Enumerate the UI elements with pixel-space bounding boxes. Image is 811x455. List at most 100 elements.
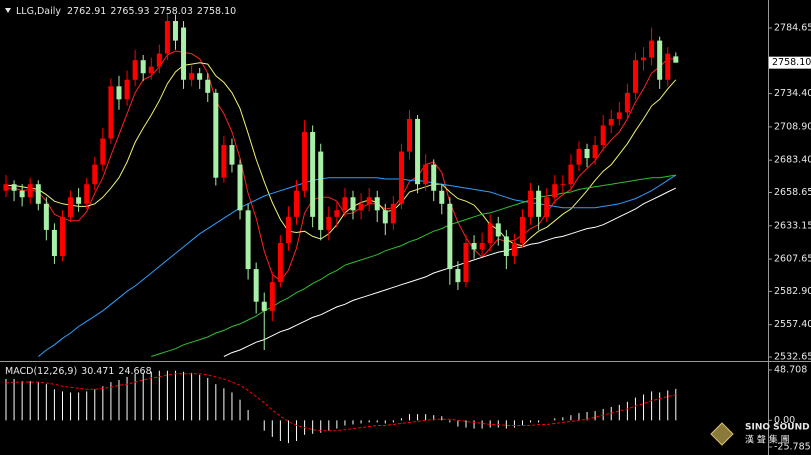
header-signal: 24.668 (118, 366, 151, 377)
candle-body (358, 203, 364, 211)
candle-body (641, 57, 647, 61)
moving-average (6, 50, 676, 282)
candle-body (560, 184, 566, 186)
candle-body (415, 118, 421, 185)
candle-body (624, 92, 630, 113)
candle-body (277, 242, 283, 283)
candle-body (253, 269, 259, 302)
candle-body (584, 148, 590, 159)
y-tick-label: 2607.65 (774, 254, 811, 265)
candle-body (172, 21, 178, 41)
header-low: 2758.03 (154, 6, 193, 17)
candle-body (544, 197, 550, 217)
candle-body (205, 79, 211, 93)
candle-body (665, 53, 671, 80)
y-tick-label: 2633.15 (774, 220, 811, 231)
y-tick-label: 2683.40 (774, 155, 811, 166)
y-tick-label: 2734.40 (774, 88, 811, 99)
candle-body (285, 216, 291, 243)
candle-body (390, 203, 396, 224)
candle-body (431, 164, 437, 191)
candle-body (616, 112, 622, 119)
candle-body (237, 164, 243, 211)
moving-average (37, 174, 677, 357)
candle-body (189, 73, 195, 80)
candle-body (261, 301, 267, 311)
candle-body (35, 184, 41, 204)
price-box (769, 56, 811, 69)
y-tick-label: 2582.90 (774, 286, 811, 297)
candle-body (164, 21, 170, 54)
candle-body (455, 269, 461, 283)
candle-body (552, 184, 558, 198)
candle-body (19, 190, 25, 198)
candle-body (245, 210, 251, 270)
candle-body (423, 164, 429, 185)
candle-body (608, 118, 614, 126)
candle-body (108, 86, 114, 139)
candle-body (382, 210, 388, 224)
moving-average (151, 174, 676, 357)
candle-body (269, 282, 275, 311)
candle-body (302, 131, 308, 191)
candle-body (503, 236, 509, 257)
candle-body (140, 60, 146, 74)
price-box-label: 2758.10 (772, 57, 811, 68)
candle-body (463, 242, 469, 283)
candle-body (310, 131, 316, 217)
candle-body (11, 184, 17, 191)
candle-body (148, 66, 154, 74)
candle-body (326, 216, 332, 230)
indicator-name: MACD(12,26,9) (5, 366, 77, 377)
candle-body (197, 73, 203, 80)
candle-body (342, 197, 348, 211)
candle-body (221, 145, 227, 178)
candle-body (132, 60, 138, 80)
candle-body (398, 151, 404, 204)
y-tick-label: 2784.65 (774, 23, 811, 34)
candle-body (576, 148, 582, 165)
candle-body (350, 197, 356, 211)
header-close: 2758.10 (197, 6, 236, 17)
y-tick-label: 2658.65 (774, 187, 811, 198)
candle-body (657, 40, 663, 80)
candle-body (374, 197, 380, 211)
candle-body (213, 92, 219, 178)
candle-body (92, 164, 98, 185)
y-tick-label: -25.785 (774, 442, 811, 453)
candle-body (294, 190, 300, 217)
candle-body (318, 151, 324, 230)
candle-body (27, 184, 33, 198)
candle-body (100, 138, 106, 165)
candle-body (447, 203, 453, 270)
panel-header: LLG,Daily 2762.91 2765.93 2758.03 2758.10 (16, 6, 236, 17)
candle-body (68, 197, 74, 217)
candle-body (407, 118, 412, 152)
y-tick-label: 2557.40 (774, 319, 811, 330)
candle-body (116, 86, 122, 100)
candle-body (156, 53, 162, 67)
candle-body (632, 60, 638, 93)
candle-body (511, 242, 517, 257)
y-tick-label: 0.00 (774, 415, 795, 426)
y-tick-label: 2708.90 (774, 121, 811, 132)
candle-body (673, 56, 679, 63)
candle-body (487, 223, 493, 243)
logo-name: SINO SOUND (745, 423, 810, 433)
candle-body (519, 216, 525, 243)
candle-body (366, 197, 372, 204)
symbol: LLG,Daily (16, 6, 61, 17)
candle-body (471, 242, 477, 250)
candle-body (528, 190, 534, 217)
candle-body (439, 190, 445, 204)
candle-body (495, 223, 501, 237)
candle-body (76, 197, 82, 204)
logo-icon (710, 422, 734, 446)
signal-line (5, 373, 676, 432)
menu-arrow (5, 8, 11, 13)
panel-header: MACD(12,26,9) 30.471 24.668 (5, 366, 152, 377)
candle-body (592, 145, 598, 159)
logo: SINO SOUND 漢 聲 集 團 (710, 422, 810, 446)
candle-body (334, 210, 340, 217)
